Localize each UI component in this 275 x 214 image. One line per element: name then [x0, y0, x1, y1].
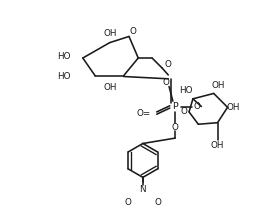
Text: O: O: [163, 78, 169, 87]
Text: HO: HO: [57, 72, 71, 81]
Text: O: O: [193, 102, 200, 111]
Text: O: O: [130, 27, 136, 36]
Text: O: O: [164, 60, 171, 70]
Text: O: O: [124, 198, 131, 207]
Text: HO: HO: [179, 86, 193, 95]
Text: N: N: [140, 185, 146, 194]
Text: OH: OH: [103, 83, 117, 92]
Text: O: O: [155, 198, 162, 207]
Text: O: O: [180, 107, 187, 116]
Text: O: O: [172, 123, 179, 132]
Text: OH: OH: [103, 29, 117, 38]
Text: OH: OH: [211, 81, 225, 90]
Text: OH: OH: [211, 141, 224, 150]
Text: O=: O=: [136, 109, 151, 118]
Text: HO: HO: [57, 52, 71, 61]
Text: P: P: [172, 102, 178, 111]
Text: OH: OH: [227, 103, 240, 112]
Circle shape: [170, 102, 180, 111]
